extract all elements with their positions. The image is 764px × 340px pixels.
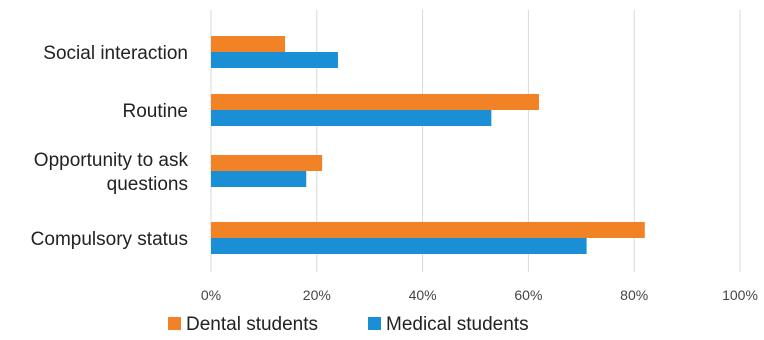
bars [211, 36, 645, 254]
category-label-line: Compulsory status [31, 229, 188, 250]
legend-swatch-dental-students [168, 317, 181, 330]
bar-medical-students-0 [211, 52, 338, 68]
category-label-line: Routine [123, 101, 189, 122]
bar-dental-students-2 [211, 155, 323, 171]
x-tick-label: 20% [303, 287, 331, 303]
x-tick-label: 60% [514, 287, 542, 303]
category-labels: Social interaction Routine Opportunity to … [31, 43, 189, 250]
x-tick-label: 0% [201, 287, 221, 303]
x-axis-ticks: 0% 20% 40% 60% 80% 100% [201, 287, 758, 303]
bar-medical-students-3 [211, 238, 587, 254]
legend: Dental students Medical students [168, 314, 529, 335]
bar-dental-students-3 [211, 222, 645, 238]
legend-label: Medical students [386, 314, 529, 335]
category-label: Social interaction [43, 43, 188, 64]
x-tick-label: 80% [620, 287, 648, 303]
category-label: Opportunity to ask questions [34, 150, 189, 195]
x-tick-label: 100% [722, 287, 758, 303]
bar-medical-students-2 [211, 171, 307, 187]
category-label-line: questions [107, 174, 188, 195]
x-tick-label: 40% [409, 287, 437, 303]
bar-dental-students-0 [211, 36, 286, 52]
category-label: Compulsory status [31, 229, 188, 250]
legend-label: Dental students [186, 314, 318, 335]
category-label-line: Social interaction [43, 43, 188, 64]
category-label-line: Opportunity to ask [34, 150, 189, 171]
bar-dental-students-1 [211, 94, 539, 110]
legend-swatch-medical-students [368, 317, 381, 330]
bar-medical-students-1 [211, 110, 492, 126]
category-label: Routine [123, 101, 189, 122]
